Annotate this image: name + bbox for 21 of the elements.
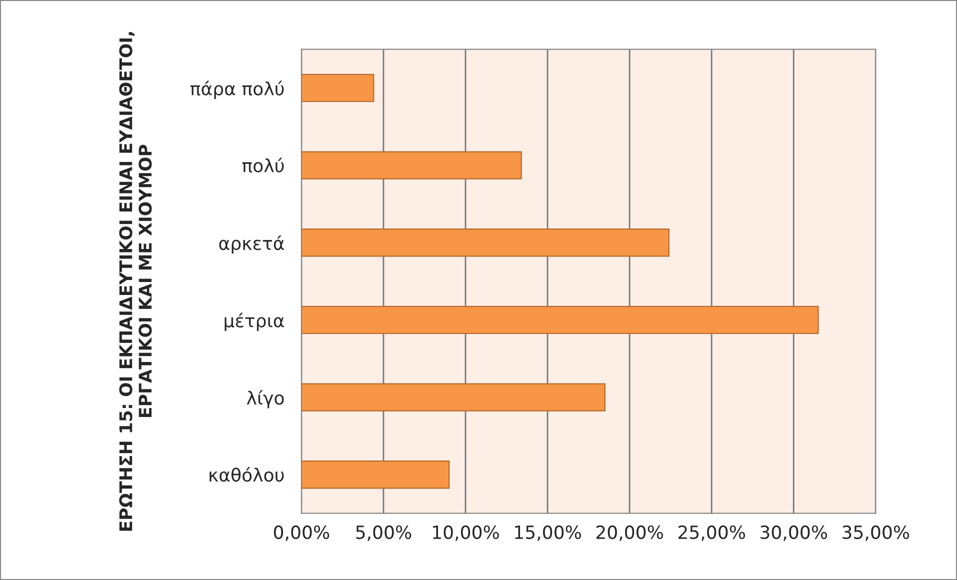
bar	[301, 460, 450, 489]
y-tick-label: αρκετά	[219, 235, 284, 254]
y-tick-label: πολύ	[242, 158, 284, 173]
y-axis-title: ΕΡΩΤΗΣΗ 15: ΟΙ ΕΚΠΑΙΔΕΥΤΙΚΟΙ ΕΙΝΑΙ ΕΥΔΙΑΘΕΤΟΙ, ΕΡΓΑΤΙΚΟΙ ΚΑΙ ΜΕ ΧΙΟΥΜΟΡ	[119, 32, 152, 531]
bar	[301, 228, 670, 257]
x-tick-label: 5,00%	[356, 525, 412, 541]
x-tick-label: 10,00%	[433, 525, 499, 541]
x-tick-label: 20,00%	[596, 525, 663, 541]
x-tick-label: 15,00%	[515, 525, 581, 541]
y-tick-label: πάρα πολύ	[190, 80, 284, 99]
x-tick-label: 30,00%	[760, 525, 828, 541]
x-tick-label: 35,00%	[842, 525, 910, 541]
bar	[301, 74, 374, 102]
bar	[301, 383, 606, 412]
x-tick-label: 25,00%	[678, 525, 746, 541]
x-tick-label: 0,00%	[274, 525, 330, 541]
bar	[301, 151, 522, 180]
y-tick-label: καθόλου	[210, 467, 284, 482]
y-tick-label: λίγο	[246, 390, 284, 408]
bar	[301, 306, 819, 334]
y-tick-label: μέτρια	[224, 312, 284, 331]
